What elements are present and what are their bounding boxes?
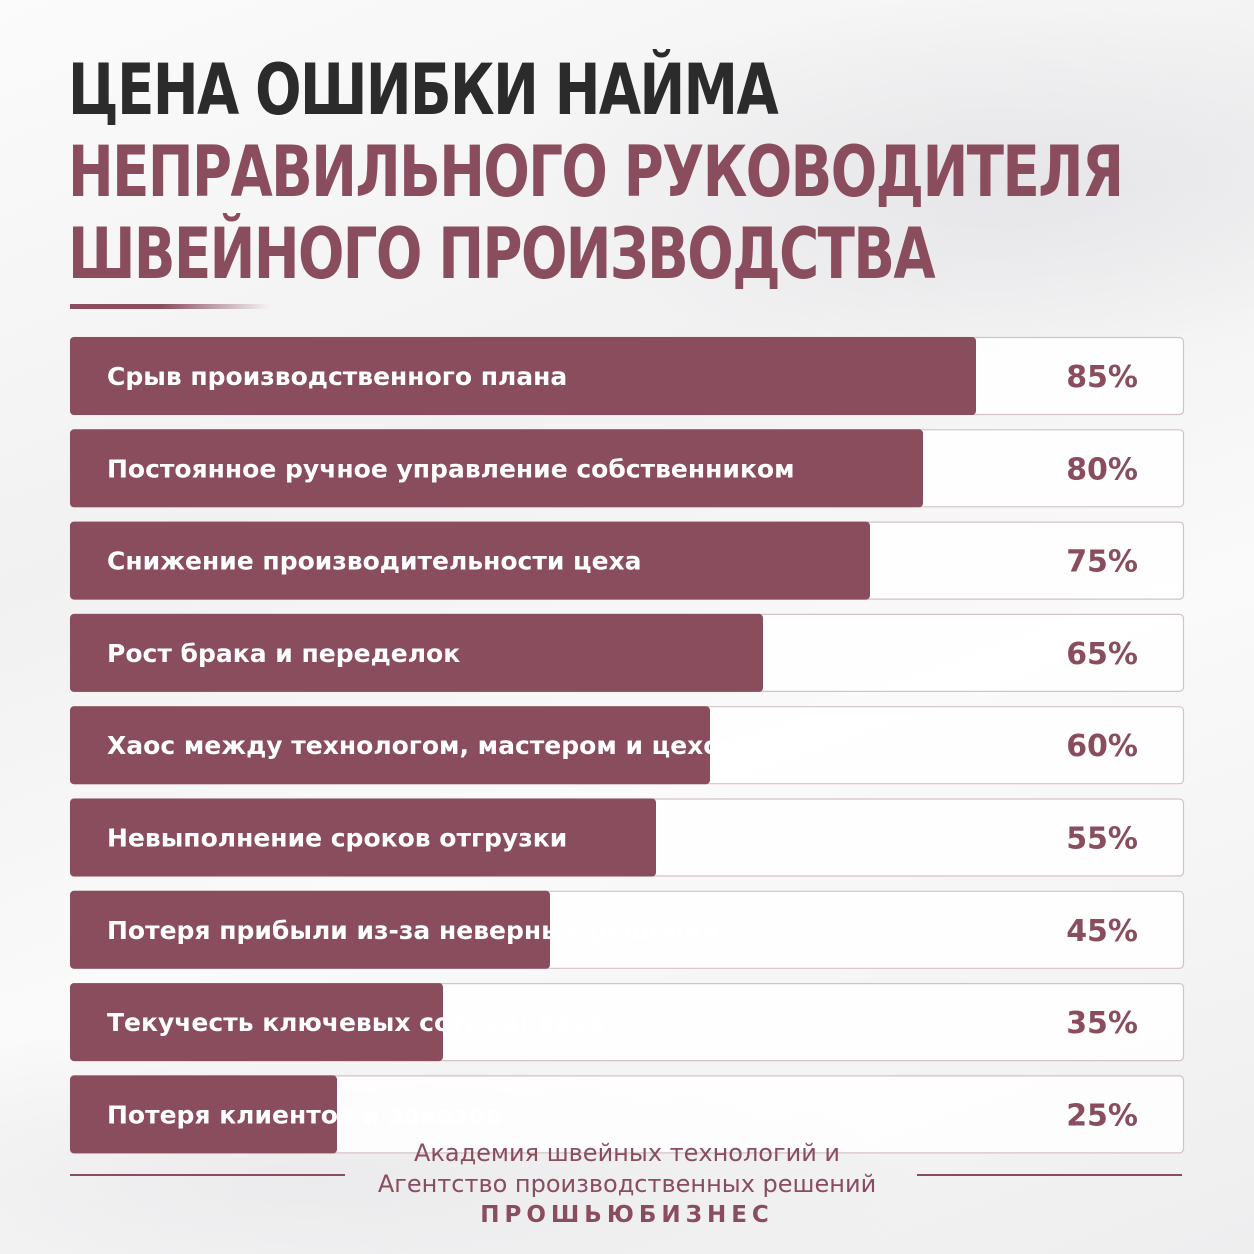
- bar: [70, 706, 710, 785]
- title-line-3: ШВЕЙНОГО ПРОИЗВОДСТВА: [68, 213, 936, 295]
- bar: [70, 798, 656, 877]
- footer-brand: ПРОШЬЮБИЗНЕС: [480, 1202, 774, 1228]
- bar-row: Срыв производственного плана 85%: [69, 336, 1185, 416]
- bar: [70, 983, 443, 1062]
- bar-value-label: 55%: [1066, 822, 1138, 857]
- bar-label: Потеря прибыли из-за неверных решений: [107, 916, 719, 945]
- bar-row: Потеря клиентов и заказов 25%: [69, 1075, 1185, 1154]
- bar-value-label: 35%: [1066, 1006, 1138, 1041]
- bar-row: Хаос между технологом, мастером и цехом 6…: [69, 706, 1185, 785]
- bar-row: Потеря прибыли из-за неверных решений 45%: [69, 890, 1185, 969]
- bar-label: Потеря клиентов и заказов: [107, 1100, 501, 1129]
- bar-label: Снижение производительности цеха: [107, 547, 642, 576]
- bar: [70, 890, 550, 969]
- bar-label: Постоянное ручное управление собственник…: [107, 454, 795, 483]
- bar-value-label: 75%: [1066, 545, 1138, 580]
- bar-row: Снижение производительности цеха 75%: [69, 521, 1185, 600]
- bar-row: Постоянное ручное управление собственник…: [69, 429, 1185, 508]
- footer-org-line-1: Академия швейных технологий и: [413, 1139, 841, 1167]
- bar: [70, 337, 976, 415]
- bar-row: Рост брака и переделок 65%: [69, 613, 1185, 693]
- bar: [70, 429, 923, 508]
- bar-value-label: 45%: [1066, 914, 1138, 949]
- bar-value-label: 25%: [1066, 1098, 1138, 1133]
- bar-label: Текучесть ключевых сотрудников: [107, 1008, 605, 1037]
- bar: [70, 521, 870, 600]
- title-underline: [70, 304, 270, 309]
- bar: [70, 613, 763, 692]
- footer-divider-left: [70, 1174, 345, 1176]
- bar-label: Срыв производственного плана: [107, 362, 567, 391]
- bar-row: Текучесть ключевых сотрудников 35%: [69, 982, 1185, 1062]
- bar-label: Невыполнение сроков отгрузки: [107, 824, 567, 853]
- bar-row: Невыполнение сроков отгрузки 55%: [69, 798, 1185, 877]
- bar-value-label: 65%: [1066, 637, 1138, 672]
- bar-value-label: 85%: [1066, 360, 1138, 395]
- bar: [70, 1075, 337, 1154]
- title-line-1: ЦЕНА ОШИБКИ НАЙМА: [68, 49, 779, 131]
- footer-org-line-2: Агентство производственных решений: [377, 1170, 877, 1198]
- bar-label: Рост брака и переделок: [107, 639, 460, 668]
- bar-value-label: 60%: [1066, 729, 1138, 764]
- footer-divider-right: [917, 1174, 1182, 1176]
- bar-value-label: 80%: [1066, 452, 1138, 487]
- bar-label: Хаос между технологом, мастером и цехом: [107, 731, 741, 760]
- title-line-2: НЕПРАВИЛЬНОГО РУКОВОДИТЕЛЯ: [68, 131, 1124, 213]
